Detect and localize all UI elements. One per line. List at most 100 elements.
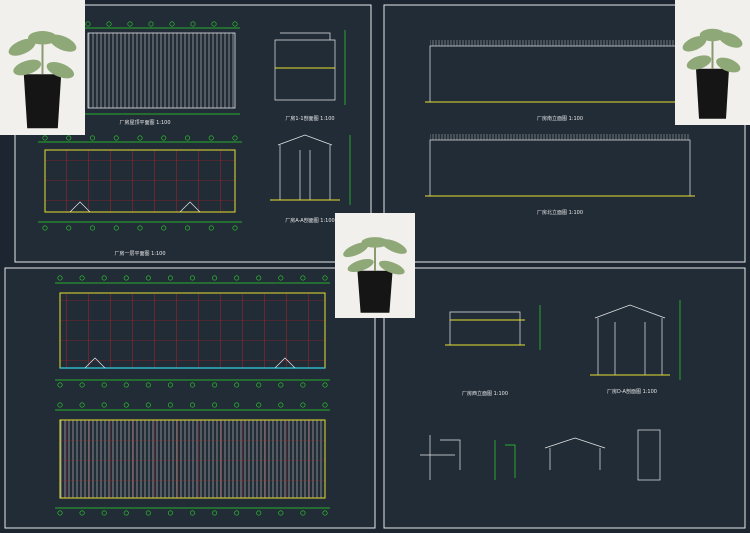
axis-bubble xyxy=(145,510,151,516)
roof-plan xyxy=(80,27,240,115)
leaf xyxy=(46,62,75,79)
axis-bubble xyxy=(79,402,85,408)
details xyxy=(420,429,661,481)
section-d xyxy=(590,300,681,380)
drawing-label: 厂房屋顶平面图 1:100 xyxy=(120,119,171,126)
leaf xyxy=(8,38,36,56)
axis-bubble xyxy=(127,21,133,27)
axis-bubble xyxy=(42,135,48,141)
floor-plan-1 xyxy=(38,141,242,223)
leaf xyxy=(699,28,726,42)
axis-bubble xyxy=(322,275,328,281)
axis-bubble xyxy=(145,275,151,281)
leaf xyxy=(378,260,405,275)
axis-bubble xyxy=(123,402,129,408)
drawing-label: 厂房D-A剖面图 1:100 xyxy=(607,388,657,395)
axis-bubble xyxy=(113,225,119,231)
axis-bubble xyxy=(278,382,284,388)
plant-photo xyxy=(675,0,750,125)
axis-bubble xyxy=(85,21,91,27)
pot xyxy=(357,270,393,313)
panel xyxy=(383,267,746,529)
leaf xyxy=(716,57,741,73)
drawing-label: 厂房A-A剖面图 1:100 xyxy=(285,217,334,224)
axis-bubble xyxy=(232,135,238,141)
axis-bubble xyxy=(300,382,306,388)
axis-bubble xyxy=(123,275,129,281)
section-a xyxy=(270,134,351,205)
plant-photo xyxy=(335,213,415,318)
pot xyxy=(23,74,62,129)
axis-bubble xyxy=(190,510,196,516)
axis-bubble xyxy=(161,225,167,231)
leaf xyxy=(13,59,42,76)
drawing-label: 厂房1-1剖面图 1:100 xyxy=(285,115,334,122)
axis-bubble xyxy=(232,21,238,27)
axis-bubble xyxy=(190,275,196,281)
axis-bubble xyxy=(278,275,284,281)
axis-bubble xyxy=(66,135,72,141)
axis-bubble xyxy=(79,382,85,388)
axis-bubble xyxy=(322,510,328,516)
axis-bubble xyxy=(79,510,85,516)
axis-bubble xyxy=(123,510,129,516)
axis-bubble xyxy=(300,402,306,408)
axis-bubble xyxy=(190,402,196,408)
elevation-west xyxy=(445,305,541,350)
drawing-label: 厂房一层平面图 1:100 xyxy=(115,250,166,257)
axis-bubble xyxy=(148,21,154,27)
axis-bubble xyxy=(145,382,151,388)
axis-bubble xyxy=(57,510,63,516)
axis-bubble xyxy=(101,382,107,388)
axis-bubble xyxy=(322,402,328,408)
axis-bubble xyxy=(90,225,96,231)
axis-bubble xyxy=(101,275,107,281)
floor-plan-2 xyxy=(55,282,330,381)
axis-bubble xyxy=(167,402,173,408)
axis-bubble xyxy=(212,402,218,408)
axis-bubble xyxy=(169,21,175,27)
axis-bubble xyxy=(234,382,240,388)
roof-plan-2 xyxy=(55,409,330,509)
axis-bubble xyxy=(145,402,151,408)
leaf xyxy=(343,242,369,258)
axis-bubble xyxy=(211,21,217,27)
axis-bubble xyxy=(66,225,72,231)
drawing-label: 厂房北立面图 1:100 xyxy=(537,209,583,216)
axis-bubble xyxy=(101,510,107,516)
axis-bubble xyxy=(167,510,173,516)
axis-bubble xyxy=(185,135,191,141)
leaf xyxy=(347,258,374,273)
drawing-label: 厂房西立面图 1:100 xyxy=(462,390,508,397)
axis-bubble xyxy=(256,402,262,408)
axis-bubble xyxy=(57,275,63,281)
leaf xyxy=(682,36,707,52)
section-1 xyxy=(274,30,346,105)
axis-bubble xyxy=(232,225,238,231)
axis-bubble xyxy=(90,135,96,141)
axis-bubble xyxy=(190,21,196,27)
axis-bubble xyxy=(322,382,328,388)
axis-bubble xyxy=(300,510,306,516)
axis-bubble xyxy=(256,275,262,281)
axis-bubble xyxy=(167,275,173,281)
axis-bubble xyxy=(57,382,63,388)
axis-bubble xyxy=(212,382,218,388)
axis-bubble xyxy=(234,510,240,516)
axis-bubble xyxy=(256,510,262,516)
axis-bubble xyxy=(42,225,48,231)
axis-bubble xyxy=(167,382,173,388)
axis-bubble xyxy=(278,402,284,408)
axis-bubble xyxy=(234,275,240,281)
axis-bubble xyxy=(137,225,143,231)
axis-bubble xyxy=(300,275,306,281)
axis-bubble xyxy=(113,135,119,141)
axis-bubble xyxy=(212,510,218,516)
axis-bubble xyxy=(256,382,262,388)
axis-bubble xyxy=(190,382,196,388)
elevation-north xyxy=(425,134,695,197)
leaf xyxy=(686,55,712,70)
axis-bubble xyxy=(208,135,214,141)
drawing-label: 厂房南立面图 1:100 xyxy=(537,115,583,122)
